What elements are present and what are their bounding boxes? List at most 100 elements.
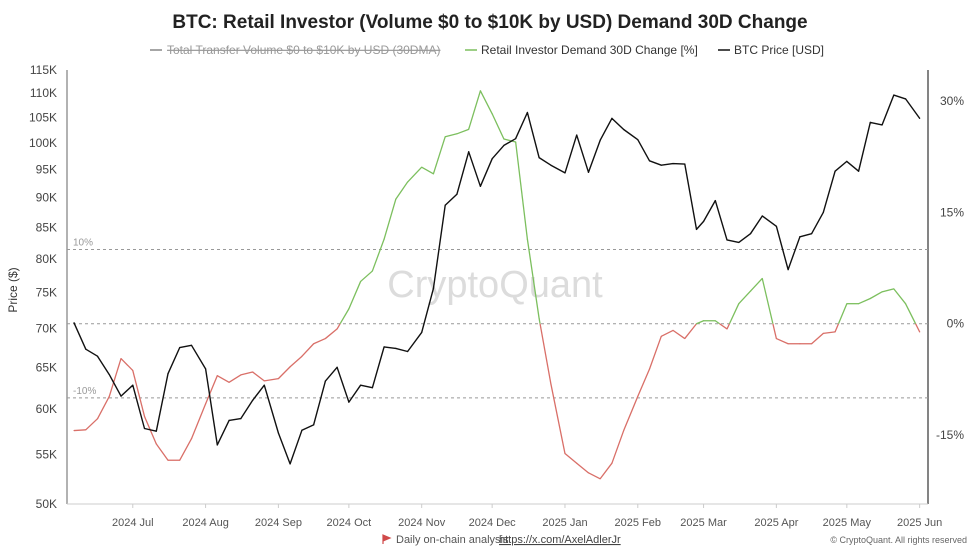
demand-line-segment <box>811 332 824 345</box>
btc-price-point <box>240 418 242 420</box>
x-tick-label: 2025 Apr <box>754 517 798 529</box>
demand-point <box>799 343 801 345</box>
btc-price-point <box>811 233 813 235</box>
demand-line-segment <box>893 288 907 305</box>
y-left-tick-label: 55K <box>36 447 57 461</box>
y-left-tick-label: 100K <box>29 136 57 150</box>
chart-title: BTC: Retail Investor (Volume $0 to $10K … <box>172 12 807 33</box>
btc-price-point <box>301 429 303 431</box>
legend-label: BTC Price [USD] <box>734 43 824 57</box>
legend: Total Transfer Volume $0 to $10K by USD … <box>150 43 824 57</box>
demand-point <box>167 459 169 461</box>
demand-point <box>444 136 446 138</box>
y-left-tick-label: 80K <box>36 252 57 266</box>
demand-point <box>822 332 824 334</box>
demand-point <box>96 418 99 420</box>
demand-point <box>904 303 907 305</box>
demand-line-segment <box>108 358 122 397</box>
demand-line-segment <box>252 371 265 382</box>
demand-line-segment <box>395 181 409 200</box>
y-left-tick-label: 65K <box>36 360 57 374</box>
x-tick-label: 2025 Jan <box>542 517 587 529</box>
demand-point <box>648 368 651 370</box>
demand-line-segment <box>96 396 110 419</box>
demand-line-segment <box>85 418 98 431</box>
demand-line-segment <box>870 291 883 300</box>
btc-price-point <box>228 419 230 422</box>
btc-price-point <box>204 368 207 370</box>
demand-line-segment <box>120 358 134 371</box>
demand-point <box>503 138 505 140</box>
demand-point <box>893 288 895 290</box>
demand-line-segment <box>339 308 350 325</box>
demand-point <box>85 429 87 431</box>
legend-item-btc-price[interactable]: BTC Price [USD] <box>718 43 824 57</box>
legend-item-retail-demand[interactable]: Retail Investor Demand 30D Change [%] <box>465 43 698 57</box>
demand-point <box>660 335 662 337</box>
demand-point <box>538 317 540 320</box>
btc-price-point <box>503 144 505 147</box>
x-tick-label: 2024 Nov <box>398 517 446 529</box>
demand-line-segment <box>672 329 686 340</box>
btc-price-point <box>787 269 789 271</box>
btc-price-point <box>348 401 350 403</box>
demand-line-segment <box>491 113 505 140</box>
reference-line-label: -10% <box>73 386 96 397</box>
demand-line-segment <box>660 329 674 337</box>
btc-price-point <box>167 373 169 375</box>
demand-line-segment <box>456 128 469 135</box>
demand-line-segment <box>837 303 848 324</box>
demand-line-segment <box>834 323 840 333</box>
demand-line-segment <box>336 323 341 330</box>
analysis-link[interactable]: https://x.com/AxelAdlerJr <box>499 534 621 546</box>
demand-line-segment <box>240 371 253 376</box>
watermark: CryptoQuant <box>387 264 603 306</box>
demand-line-segment <box>648 336 662 370</box>
demand-point <box>714 320 716 322</box>
demand-line-segment <box>728 303 740 324</box>
demand-point <box>857 303 860 305</box>
y-right-tick-label: -15% <box>936 428 964 442</box>
demand-point <box>550 383 552 385</box>
demand-point <box>289 366 291 368</box>
demand-point <box>749 290 752 292</box>
demand-line-segment <box>776 337 789 345</box>
btc-price-point <box>893 94 895 96</box>
demand-point <box>599 478 601 480</box>
copyright: © CryptoQuant. All rights reserved <box>830 535 967 545</box>
demand-line-segment <box>348 281 362 310</box>
x-tick-label: 2025 Jun <box>897 517 942 529</box>
btc-price-point <box>85 348 87 350</box>
y-left-tick-label: 115K <box>30 63 57 77</box>
demand-line-segment <box>526 239 540 319</box>
demand-point <box>73 429 75 432</box>
demand-line-segment <box>881 288 894 293</box>
demand-point <box>515 141 517 143</box>
btc-price-line <box>73 94 921 465</box>
btc-price-point <box>660 164 662 166</box>
btc-price-point <box>738 241 740 244</box>
demand-point <box>240 374 242 376</box>
btc-price-point <box>623 128 625 131</box>
demand-line-segment <box>421 166 434 175</box>
btc-price-point <box>702 220 705 223</box>
btc-price-point <box>432 287 435 290</box>
demand-point <box>143 415 146 418</box>
demand-line-segment <box>576 462 589 474</box>
legend-label: Total Transfer Volume $0 to $10K by USD … <box>167 43 440 57</box>
demand-point <box>132 369 134 372</box>
demand-line-segment <box>772 323 778 339</box>
demand-line-segment <box>550 383 566 454</box>
demand-line-segment <box>750 278 763 292</box>
btc-price-point <box>456 193 458 195</box>
demand-point <box>761 277 763 280</box>
btc-price-point <box>648 160 651 162</box>
legend-item-total-transfer-volume[interactable]: Total Transfer Volume $0 to $10K by USD … <box>150 43 440 57</box>
x-tick-label: 2024 Dec <box>469 517 517 529</box>
demand-line-segment <box>858 297 871 305</box>
x-tick-label: 2025 May <box>823 517 872 529</box>
demand-line-segment <box>611 430 625 464</box>
demand-point <box>155 443 157 445</box>
demand-line-segment <box>324 328 338 340</box>
